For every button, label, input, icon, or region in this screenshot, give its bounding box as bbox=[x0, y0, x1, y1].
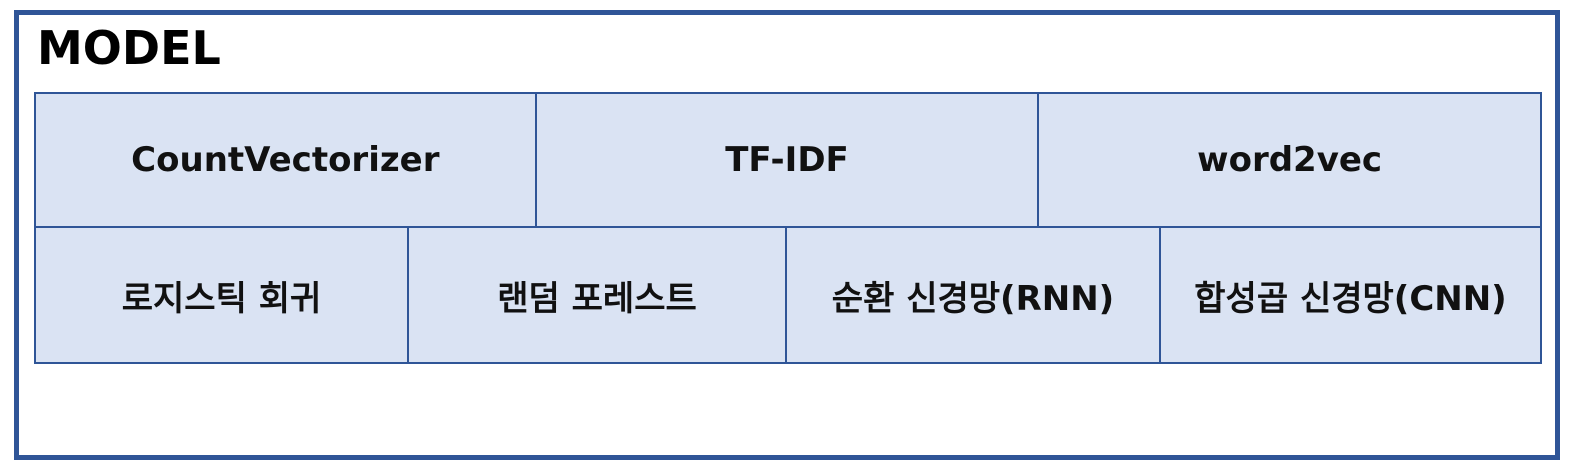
model-box-logistic-regression: 로지스틱 회귀 bbox=[34, 228, 409, 364]
vectorizer-row: CountVectorizer TF-IDF word2vec bbox=[34, 92, 1542, 228]
diagram-title: MODEL bbox=[37, 21, 221, 75]
vectorizer-box-word2vec: word2vec bbox=[1039, 92, 1542, 228]
vectorizer-box-countvectorizer: CountVectorizer bbox=[34, 92, 537, 228]
vectorizer-box-tfidf: TF-IDF bbox=[536, 92, 1040, 228]
model-box-cnn: 합성곱 신경망(CNN) bbox=[1161, 228, 1542, 364]
model-grid: CountVectorizer TF-IDF word2vec 로지스틱 회귀 … bbox=[34, 92, 1542, 364]
model-box-random-forest: 랜덤 포레스트 bbox=[409, 228, 787, 364]
model-box-rnn: 순환 신경망(RNN) bbox=[787, 228, 1161, 364]
model-row: 로지스틱 회귀 랜덤 포레스트 순환 신경망(RNN) 합성곱 신경망(CNN) bbox=[34, 228, 1542, 364]
